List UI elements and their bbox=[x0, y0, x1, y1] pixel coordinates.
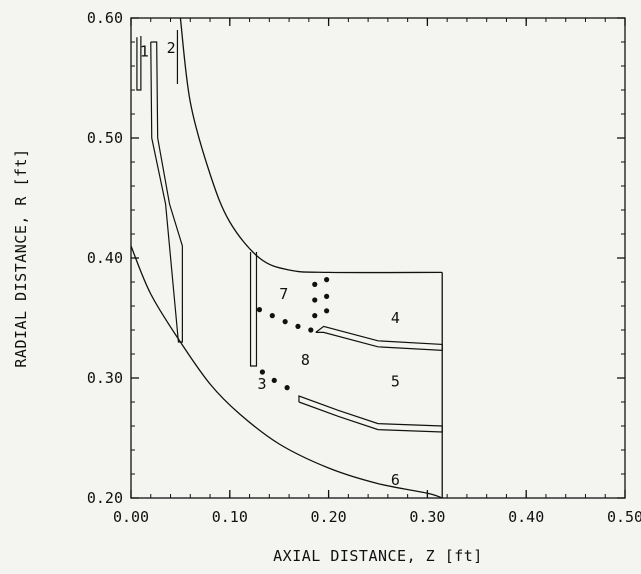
blade-3-outline bbox=[249, 252, 258, 367]
ticks-layer: 0.00 0.10 0.20 0.30 0.40 0.50 0.20 0.30 0.40 0.50… bbox=[87, 9, 641, 526]
features-layer bbox=[136, 30, 443, 433]
station-point bbox=[269, 313, 275, 319]
y-tick-label: 0.20 bbox=[87, 489, 123, 507]
region-label-8: 8 bbox=[301, 351, 310, 369]
plot-frame bbox=[130, 17, 626, 499]
region-label-3: 3 bbox=[257, 375, 266, 393]
blade-1-outline bbox=[136, 36, 142, 91]
x-axis-title: AXIAL DISTANCE, Z [ft] bbox=[273, 547, 483, 565]
blade-2-outline bbox=[150, 41, 183, 343]
curves-layer bbox=[130, 17, 443, 499]
y-axis-title: RADIAL DISTANCE, R [ft] bbox=[12, 148, 30, 367]
station-point bbox=[312, 297, 318, 303]
station-point bbox=[271, 377, 277, 383]
y-tick-label: 0.60 bbox=[87, 9, 123, 27]
region-label-2: 2 bbox=[167, 39, 176, 57]
plot-area bbox=[130, 17, 626, 499]
station-point bbox=[259, 369, 266, 375]
hub-boundary-curve bbox=[130, 245, 443, 499]
region-label-4: 4 bbox=[391, 309, 400, 327]
station-point bbox=[256, 307, 263, 313]
vane-upper-outline bbox=[315, 325, 443, 352]
station-point bbox=[312, 281, 318, 287]
y-tick-label: 0.30 bbox=[87, 369, 123, 387]
y-tick-label: 0.40 bbox=[87, 249, 123, 267]
station-point bbox=[308, 327, 314, 333]
station-point bbox=[324, 293, 330, 299]
labels-layer: 1 2 3 4 5 6 7 8 bbox=[140, 39, 400, 489]
station-point bbox=[295, 323, 301, 329]
x-tick-label: 0.00 bbox=[113, 508, 149, 526]
station-point bbox=[324, 277, 330, 283]
region-label-5: 5 bbox=[391, 373, 400, 391]
station-point bbox=[282, 319, 288, 325]
region-label-6: 6 bbox=[391, 471, 400, 489]
station-point bbox=[312, 313, 318, 319]
station-point bbox=[284, 385, 290, 391]
x-tick-label: 0.10 bbox=[212, 508, 248, 526]
region-label-7: 7 bbox=[279, 285, 288, 303]
outer-boundary-curve bbox=[179, 17, 443, 274]
y-tick-label: 0.50 bbox=[87, 129, 123, 147]
region-label-1: 1 bbox=[140, 43, 149, 61]
x-tick-label: 0.50 bbox=[607, 508, 641, 526]
vane-lower-outline bbox=[298, 395, 443, 433]
x-tick-label: 0.40 bbox=[508, 508, 544, 526]
x-tick-label: 0.20 bbox=[311, 508, 347, 526]
station-point bbox=[324, 308, 330, 314]
x-tick-label: 0.30 bbox=[409, 508, 445, 526]
